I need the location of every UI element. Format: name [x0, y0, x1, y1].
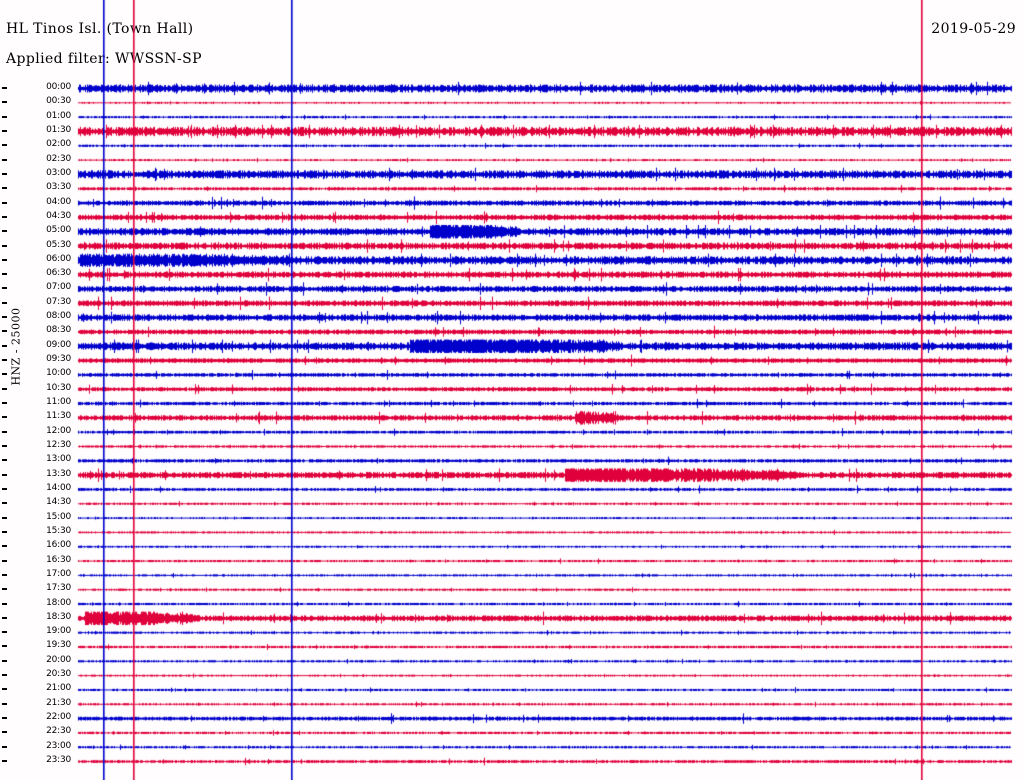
seismogram-plot-canvas: [0, 0, 1024, 780]
seismogram-page: HL Tinos Isl. (Town Hall) Applied filter…: [0, 0, 1024, 780]
